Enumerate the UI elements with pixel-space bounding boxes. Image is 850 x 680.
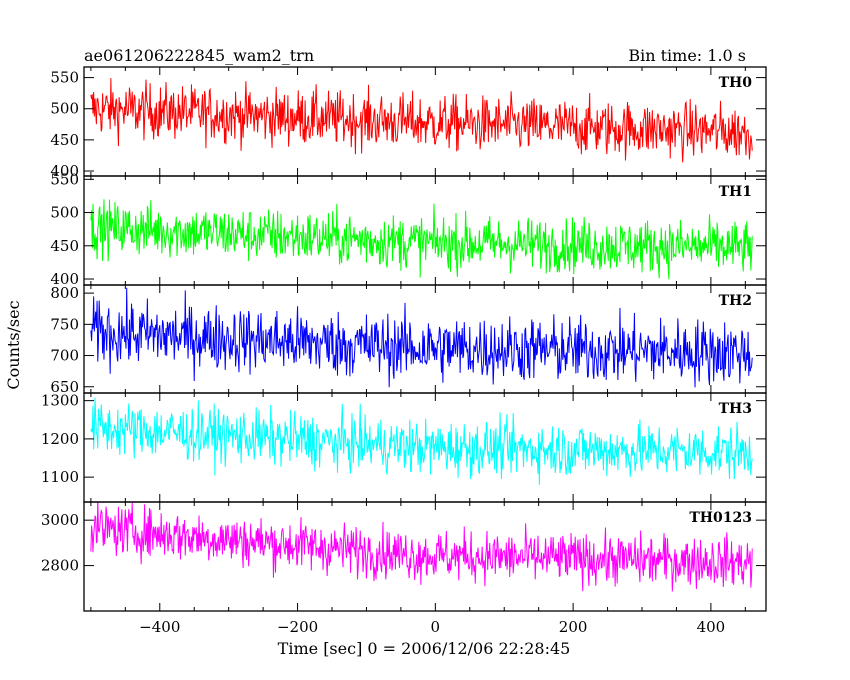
y-axis-label: Counts/sec [4, 300, 23, 389]
y-tick-label: 750 [50, 315, 79, 333]
y-tick-label: 500 [50, 204, 79, 222]
y-tick-label: 550 [50, 69, 79, 87]
panel-label-th3: TH3 [719, 401, 752, 417]
panel-frame-th0123 [83, 501, 767, 612]
y-tick-label: 1100 [41, 468, 79, 486]
series-th1 [90, 199, 753, 280]
panel-frame-th1 [83, 175, 767, 286]
y-tick-label: 800 [50, 284, 79, 302]
x-axis-label: Time [sec] 0 = 2006/12/06 22:28:45 [278, 639, 571, 658]
y-tick-label: 650 [50, 378, 79, 396]
panel-label-th2: TH2 [719, 293, 752, 309]
y-tick-label: 450 [50, 131, 79, 149]
y-tick-label: 500 [50, 100, 79, 118]
series-th0 [90, 78, 753, 163]
y-tick-label: 450 [50, 237, 79, 255]
series-th0123 [90, 502, 753, 592]
y-tick-label: 400 [50, 162, 79, 180]
series-th3 [90, 397, 753, 485]
bin-time-label: Bin time: 1.0 s [628, 46, 746, 65]
panel-label-th1: TH1 [719, 184, 752, 200]
x-tick-label: −400 [139, 618, 180, 636]
x-tick-label: 400 [697, 618, 726, 636]
y-tick-label: 400 [50, 270, 79, 288]
x-tick-label: 200 [559, 618, 588, 636]
panel-label-th0123: TH0123 [689, 510, 752, 526]
chart-title: ae061206222845_wam2_trn [84, 46, 314, 65]
x-tick-label: −200 [277, 618, 318, 636]
panel-label-th0: TH0 [719, 75, 753, 91]
series-th2 [90, 287, 753, 388]
y-tick-label: 2800 [41, 557, 79, 575]
y-tick-label: 550 [50, 170, 79, 188]
y-tick-label: 1200 [41, 430, 79, 448]
y-tick-label: 3000 [41, 511, 79, 529]
panels-group: TH0 400 450 500 550 TH1 400 450 500 550 TH2 650 700 7… [41, 66, 767, 636]
x-tick-label: 0 [431, 618, 441, 636]
y-tick-label: 1300 [41, 392, 79, 410]
y-tick-label: 700 [50, 347, 79, 365]
